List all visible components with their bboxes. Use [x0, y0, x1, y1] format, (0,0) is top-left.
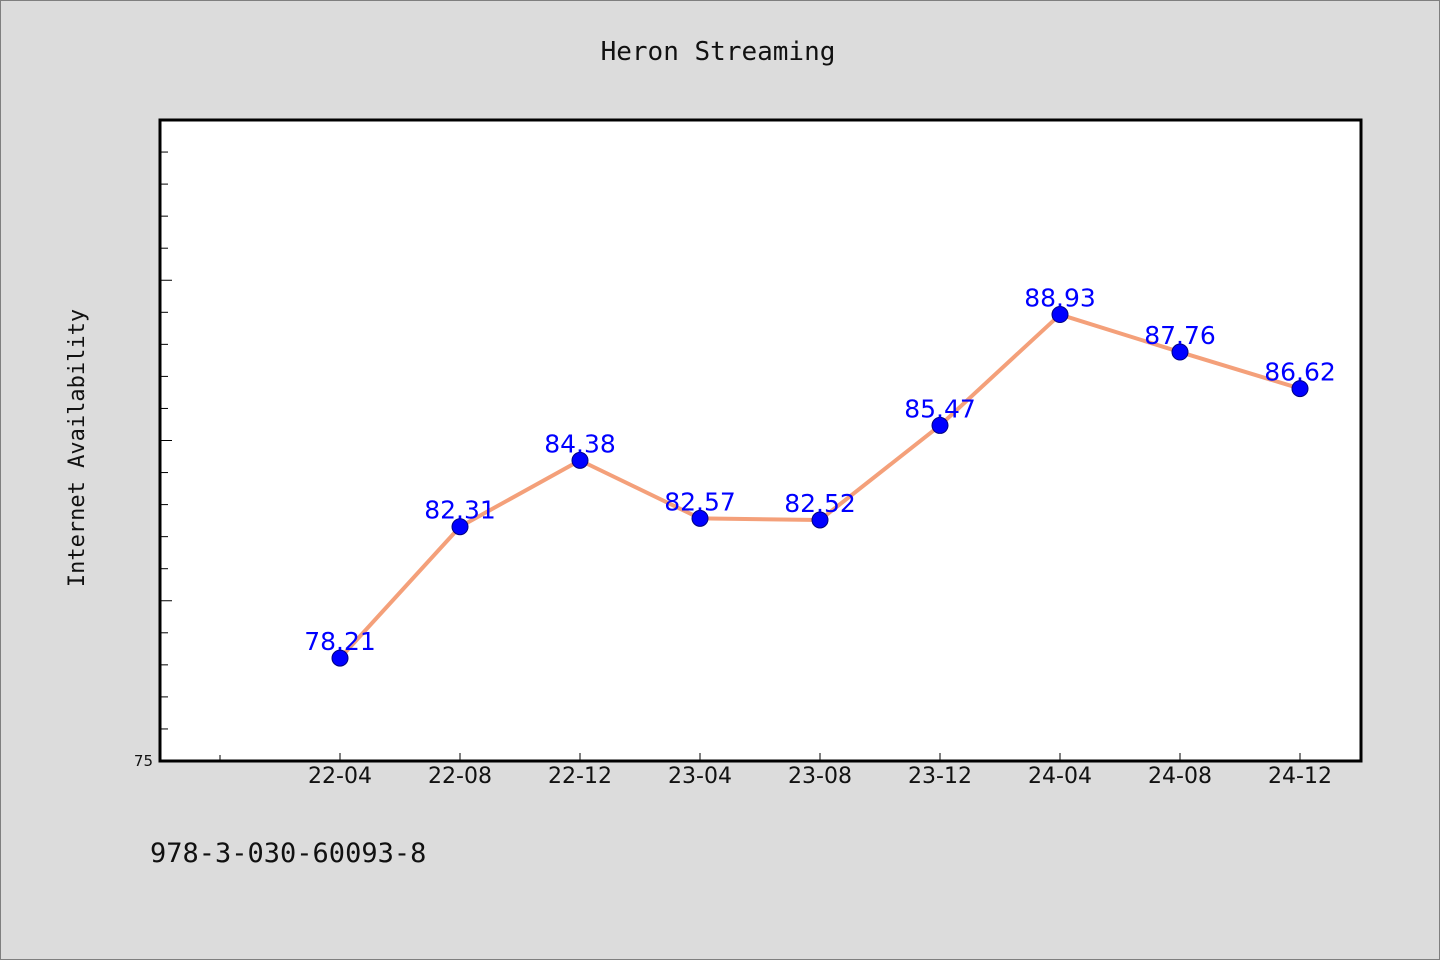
data-point: [571, 451, 589, 469]
data-point: [811, 511, 829, 529]
data-label: 84.38: [544, 429, 616, 458]
x-tick-label: 22-04: [308, 764, 372, 789]
x-axis: 22-04 22-08 22-12 23-04 23-08 23-12 24-04 24-08…: [219, 753, 1332, 789]
data-point: [331, 649, 349, 667]
isbn-footer: 978-3-030-60093-8: [150, 838, 426, 869]
data-point: [451, 518, 469, 536]
y-tick-label: 75: [134, 752, 153, 770]
data-point: [931, 416, 949, 434]
data-label: 88.93: [1024, 284, 1096, 313]
y-axis-label: Internet Availability: [65, 309, 90, 587]
y-axis: 75: [134, 119, 172, 770]
data-label: 82.31: [424, 496, 496, 525]
x-tick-label: 23-12: [908, 764, 972, 789]
data-point: [1171, 343, 1189, 361]
data-label: 82.52: [784, 489, 856, 518]
x-tick-label: 24-04: [1028, 764, 1092, 789]
data-point: [1291, 380, 1309, 398]
data-point: [691, 509, 709, 527]
x-tick-label: 22-12: [548, 764, 612, 789]
data-point: [1051, 306, 1069, 324]
data-label: 82.57: [664, 487, 736, 516]
x-tick-label: 23-04: [668, 764, 732, 789]
data-labels: 78.21 82.31 84.38 82.57 82.52 85.47 88.93 87.76…: [304, 284, 1336, 657]
data-label: 85.47: [904, 394, 976, 423]
data-markers: [331, 306, 1309, 667]
x-tick-label: 23-08: [788, 764, 852, 789]
data-label: 78.21: [304, 627, 376, 656]
data-label: 87.76: [1144, 321, 1216, 350]
chart-title: Heron Streaming: [601, 37, 836, 67]
data-label: 86.62: [1264, 358, 1336, 387]
x-tick-label: 24-08: [1148, 764, 1212, 789]
x-tick-label: 24-12: [1268, 764, 1332, 789]
x-tick-label: 22-08: [428, 764, 492, 789]
plot-area: [158, 118, 1363, 763]
